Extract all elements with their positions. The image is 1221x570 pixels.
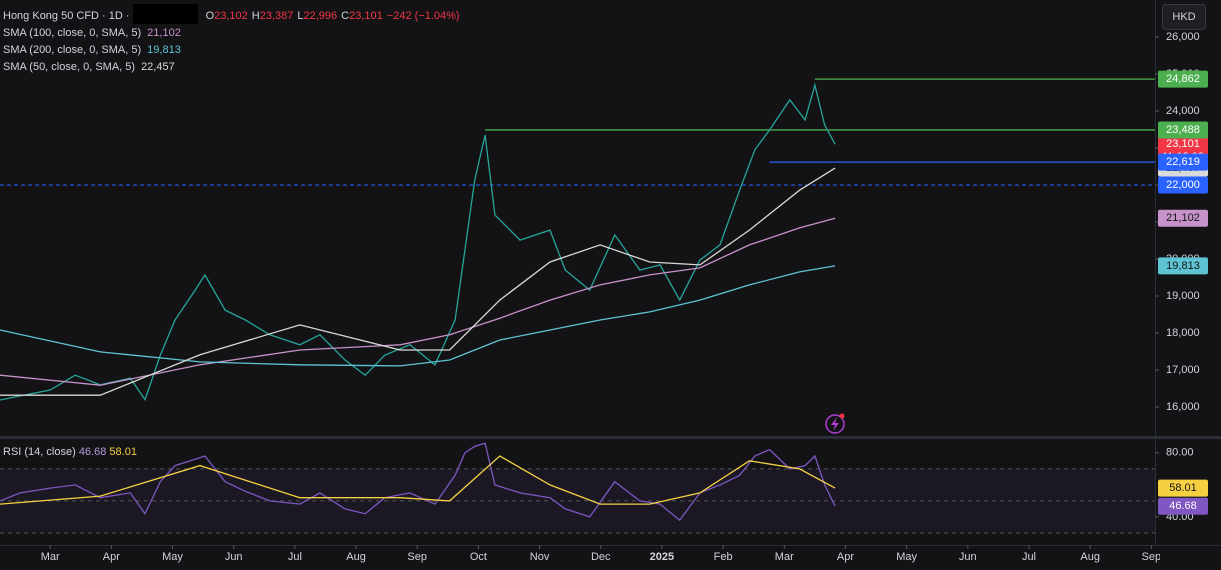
x-tick-label: Mar [41, 551, 60, 563]
ohlc-value: 23,387 [259, 10, 294, 22]
sma-row: SMA (100, close, 0, SMA, 5) 21,102 [3, 25, 460, 42]
y-tick-label: 24,000 [1166, 105, 1200, 117]
ohlc: O23,102 H23,387 L22,996 C23,101 [206, 10, 387, 22]
x-tick-label: 2025 [650, 551, 674, 563]
x-tick-label: Dec [591, 551, 611, 563]
currency-button[interactable]: HKD [1162, 4, 1206, 30]
price-tag [1158, 497, 1208, 515]
price-tag [1158, 176, 1208, 194]
replay-icon[interactable] [825, 413, 845, 434]
legend: Hong Kong 50 CFD · 1D · O23,102 H23,387 L22… [3, 8, 460, 76]
price-tag [1158, 70, 1208, 88]
series-line [0, 167, 836, 396]
price-tag-label: 23,101 [1166, 138, 1200, 150]
price-tag [1158, 121, 1208, 139]
y-tick-label: 18,000 [1166, 327, 1200, 339]
rsi-pane [0, 442, 1155, 534]
series-line [0, 82, 836, 402]
x-tick-label: Aug [1080, 551, 1100, 563]
price-tag [1158, 479, 1208, 497]
ohlc-value: 22,996 [303, 10, 338, 22]
price-tag-label: 58.01 [1169, 482, 1197, 494]
price-tag [1158, 257, 1208, 275]
series-line [0, 217, 836, 386]
sma-name: SMA (100, close, 0, SMA, 5) [3, 27, 142, 39]
ohlc-value: 23,101 [349, 10, 383, 22]
rsi-title: RSI (14, close) [3, 446, 76, 458]
redaction [133, 4, 198, 24]
x-tick-label: Feb [714, 551, 733, 563]
series-line [0, 455, 836, 505]
price-tag-label: 22,000 [1166, 179, 1200, 191]
sma-value: 21,102 [147, 27, 181, 39]
price-tag-label: 24,862 [1166, 73, 1200, 85]
y-tick-label: 19,000 [1166, 290, 1200, 302]
ohlc-key: H [251, 10, 260, 22]
x-tick-label: Jul [1022, 551, 1036, 563]
rsi-value: 46.68 [78, 446, 107, 458]
sma-value: 22,457 [141, 61, 175, 73]
ohlc-value: 23,102 [214, 10, 248, 22]
symbol-row: Hong Kong 50 CFD · 1D · O23,102 H23,387 L22… [3, 8, 460, 25]
change: −242 (−1.04%) [386, 10, 460, 22]
ohlc-key: O [205, 10, 215, 22]
x-axis: Mar Apr May Jun Jul Aug Sep Oct Nov Dec 2025 Feb Mar… [41, 545, 1162, 563]
x-tick-label: Mar [775, 551, 794, 563]
sma-name: SMA (50, close, 0, SMA, 5) [3, 61, 136, 73]
x-tick-label: Aug [346, 551, 366, 563]
x-tick-label: Sep [407, 551, 427, 563]
price-pane [0, 78, 1155, 402]
x-tick-label: Jun [959, 551, 977, 563]
sma-legend: SMA (100, close, 0, SMA, 5) 21,102 SMA (20… [3, 25, 460, 76]
ohlc-key: C [341, 10, 350, 22]
x-tick-label: Apr [103, 551, 120, 563]
price-tag-label: 19,813 [1166, 260, 1200, 272]
series-line [0, 442, 836, 522]
x-tick-label: Nov [530, 551, 550, 563]
series-line [0, 265, 836, 367]
sma-row: SMA (50, close, 0, SMA, 5) 22,457 [3, 59, 460, 76]
y-tick-label: 17,000 [1166, 364, 1200, 376]
x-tick-label: Apr [837, 551, 854, 563]
y-tick-label: 80.00 [1166, 447, 1194, 459]
symbol: Hong Kong 50 CFD · 1D · [3, 10, 130, 22]
price-tag-label: 22,619 [1166, 156, 1200, 168]
price-tag-label: 23,488 [1166, 124, 1200, 136]
x-tick-label: Sep [1142, 551, 1162, 563]
sma-row: SMA (200, close, 0, SMA, 5) 19,813 [3, 42, 460, 59]
y-tick-label: 16,000 [1166, 401, 1200, 413]
price-tag-label: 21,102 [1166, 212, 1200, 224]
x-tick-label: Jun [225, 551, 243, 563]
y-tick-label: 26,000 [1166, 31, 1200, 43]
sma-name: SMA (200, close, 0, SMA, 5) [3, 44, 142, 56]
sma-value: 19,813 [147, 44, 181, 56]
rsi-legend: RSI (14, close) 46.68 58.01 [3, 446, 137, 458]
ohlc-key: L [297, 10, 304, 22]
price-tag [1158, 153, 1208, 171]
price-tag [1158, 209, 1208, 227]
x-tick-label: Oct [470, 551, 487, 563]
x-tick-label: Jul [288, 551, 302, 563]
price-tag-label: 46.68 [1169, 500, 1197, 512]
x-tick-label: May [896, 551, 917, 563]
rsi-ma-value: 58.01 [109, 446, 137, 458]
x-tick-label: May [162, 551, 183, 563]
